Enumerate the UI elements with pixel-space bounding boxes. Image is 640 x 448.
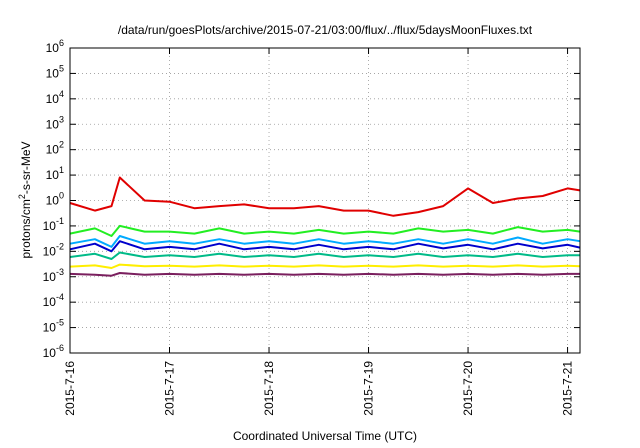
series-line-5	[69, 251, 580, 260]
x-tick-label: 2015-7-19	[362, 361, 376, 416]
x-tick-label: 2015-7-17	[163, 361, 177, 416]
x-axis: 2015-7-16 2015-7-17 2015-7-18 2015-7-19 2015…	[63, 48, 575, 416]
y-tick-label: 103	[46, 114, 64, 131]
x-tick-label: 2015-7-20	[461, 361, 475, 416]
y-axis: 10-6 10-5 10-4 10-3 10-2 10-1 100 101 102 103 104 1…	[43, 38, 580, 360]
y-tick-label: 10-6	[43, 343, 64, 360]
y-tick-label: 10-1	[43, 216, 64, 233]
chart-title: /data/run/goesPlots/archive/2015-07-21/0…	[118, 23, 533, 37]
x-tick-label: 2015-7-18	[262, 361, 276, 416]
x-axis-label: Coordinated Universal Time (UTC)	[233, 429, 417, 443]
y-tick-label: 10-3	[43, 267, 64, 284]
y-tick-label: 106	[46, 38, 64, 55]
y-tick-label: 101	[46, 165, 64, 182]
series-line-6	[69, 263, 581, 269]
series-line-2	[69, 224, 581, 237]
y-axis-label: protons/cm2-s-sr-MeV	[17, 141, 33, 258]
y-tick-label: 102	[46, 140, 64, 157]
series-group	[69, 176, 581, 277]
series-line-4	[69, 240, 581, 253]
y-tick-label: 10-2	[43, 241, 64, 258]
y-tick-label: 105	[46, 63, 64, 80]
grid	[70, 48, 580, 353]
series-line-1	[69, 176, 581, 217]
series-line-7	[69, 272, 580, 277]
y-tick-label: 104	[46, 89, 64, 106]
y-tick-label: 100	[46, 191, 64, 208]
x-tick-label: 2015-7-16	[63, 361, 77, 416]
x-tick-label: 2015-7-21	[561, 361, 575, 416]
y-tick-label: 10-4	[43, 292, 64, 309]
series-line-3	[69, 235, 581, 248]
y-tick-label: 10-5	[43, 318, 64, 335]
